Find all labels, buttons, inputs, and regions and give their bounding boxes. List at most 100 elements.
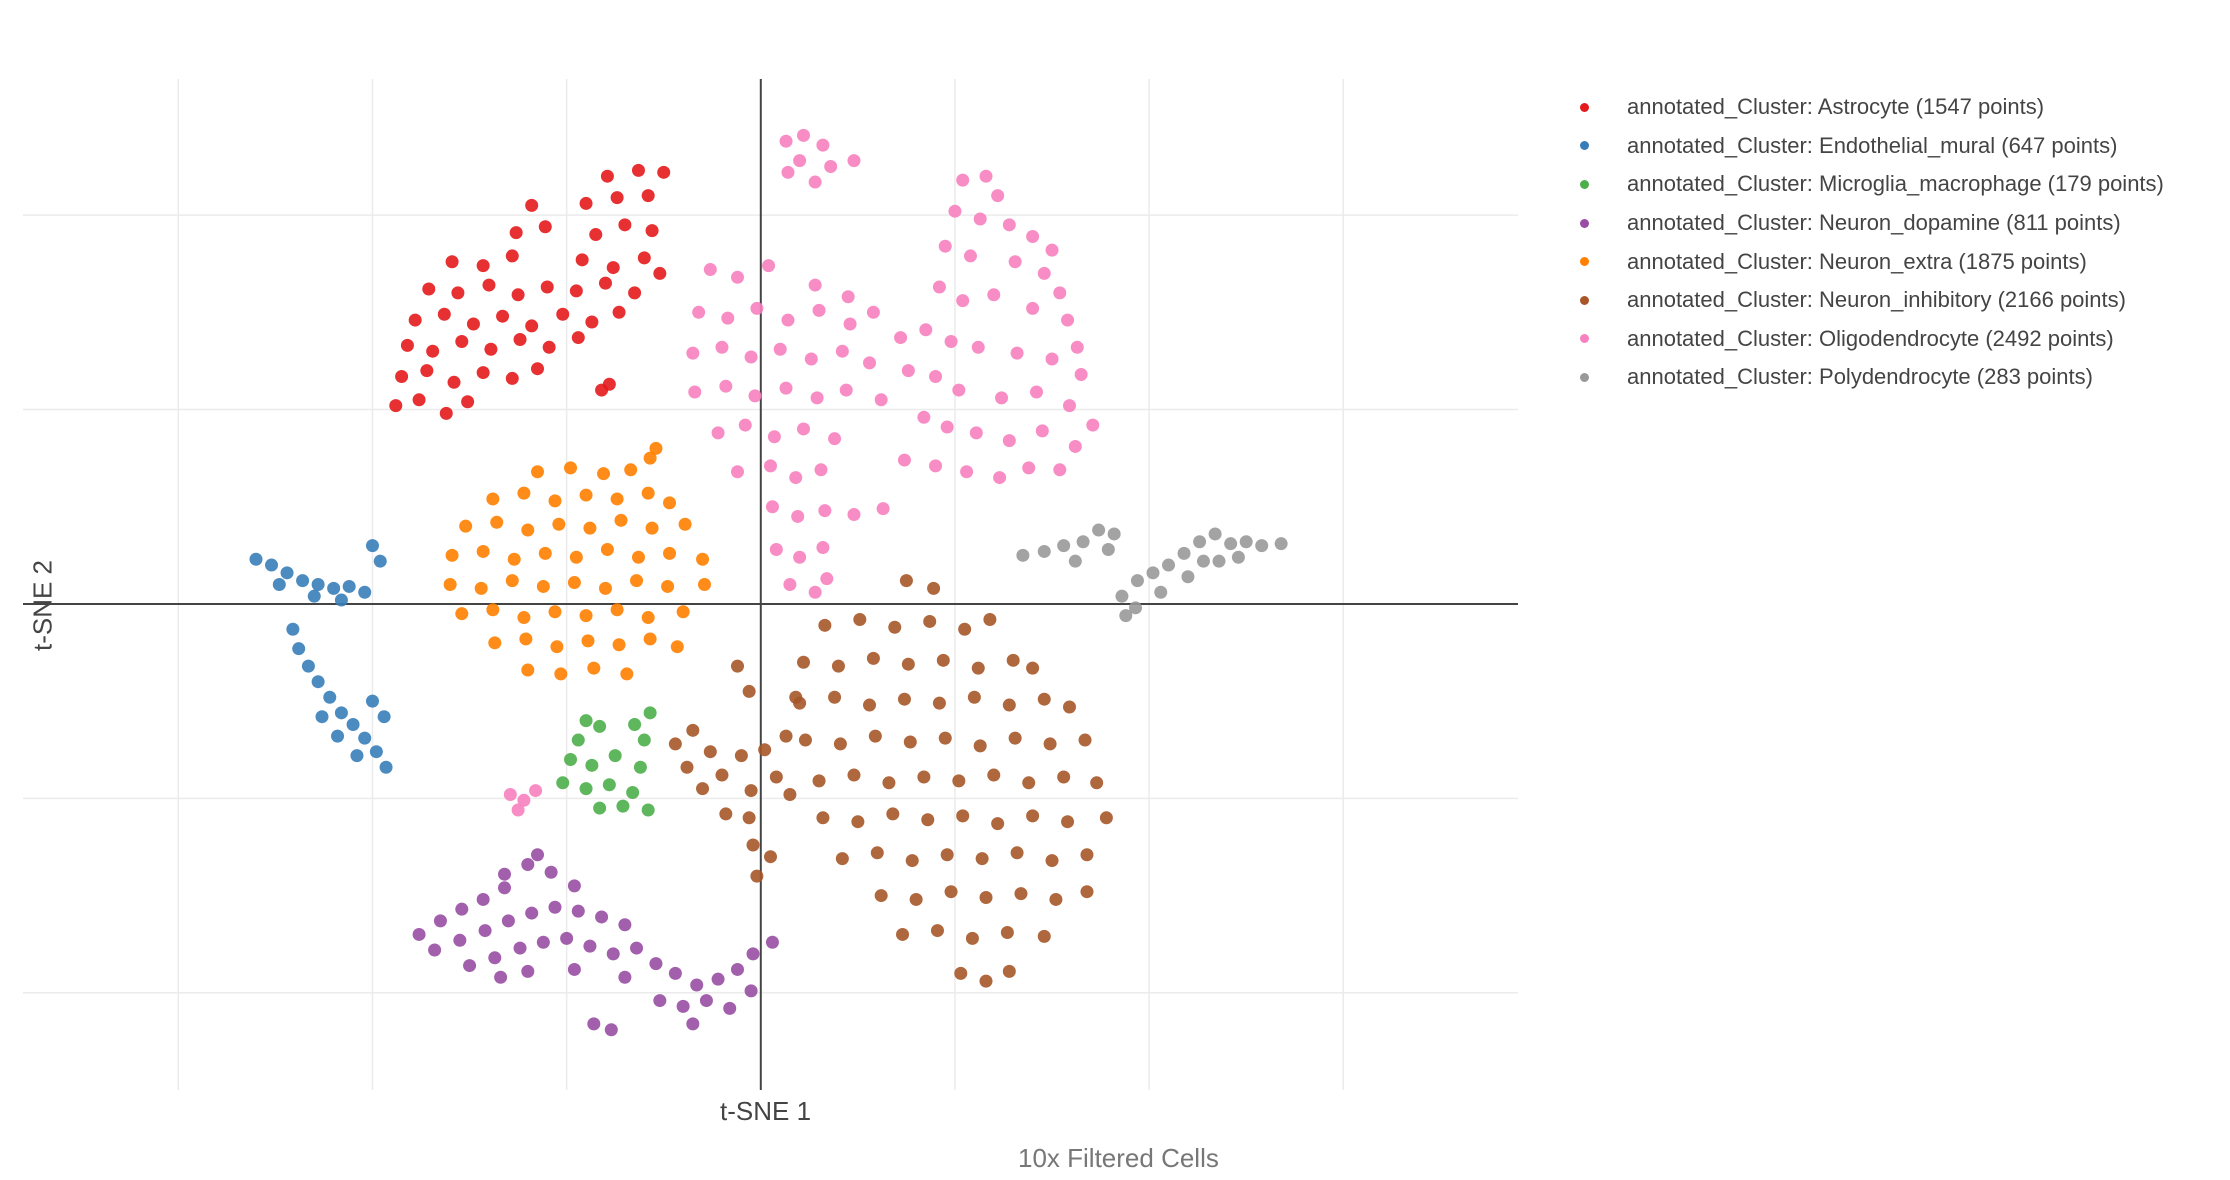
data-point: [680, 760, 694, 774]
data-point: [744, 784, 758, 798]
data-point: [583, 521, 597, 535]
data-point: [567, 879, 581, 893]
legend-label: annotated_Cluster: Polydendrocyte (283 p…: [1627, 364, 2093, 390]
data-point: [643, 632, 657, 646]
data-point: [379, 760, 393, 774]
data-point: [668, 737, 682, 751]
data-point: [886, 807, 900, 821]
data-point: [583, 939, 597, 953]
legend-item[interactable]: annotated_Cluster: Neuron_extra (1875 po…: [1570, 242, 2164, 281]
data-point: [1045, 243, 1059, 257]
data-point: [715, 340, 729, 354]
data-point: [686, 346, 700, 360]
data-point: [863, 698, 877, 712]
legend-item[interactable]: annotated_Cluster: Astrocyte (1547 point…: [1570, 88, 2164, 127]
data-point: [461, 395, 475, 409]
data-point: [1014, 887, 1028, 901]
data-point: [486, 603, 500, 617]
data-point: [692, 305, 706, 319]
data-point: [1026, 301, 1040, 315]
data-point: [987, 768, 1001, 782]
data-point: [1002, 434, 1016, 448]
data-point: [1008, 255, 1022, 269]
data-point: [690, 978, 704, 992]
data-point: [944, 885, 958, 899]
data-point: [979, 169, 993, 183]
data-point: [606, 261, 620, 275]
data-point: [490, 515, 504, 529]
legend-item[interactable]: annotated_Cluster: Neuron_dopamine (811 …: [1570, 204, 2164, 243]
data-point: [443, 578, 457, 591]
data-point: [750, 869, 764, 883]
data-point: [927, 581, 941, 595]
data-point: [540, 280, 554, 294]
data-point: [676, 605, 690, 619]
data-point: [769, 770, 783, 784]
data-point: [614, 513, 628, 527]
data-point: [531, 362, 545, 376]
data-point: [550, 640, 564, 654]
data-point: [327, 581, 341, 595]
data-point: [579, 196, 593, 210]
data-point: [1002, 218, 1016, 232]
data-point: [719, 379, 733, 393]
data-point: [505, 249, 519, 263]
data-point: [995, 391, 1009, 405]
data-point: [445, 255, 459, 269]
data-point: [1239, 535, 1253, 549]
data-point: [897, 692, 911, 706]
legend-item[interactable]: annotated_Cluster: Endothelial_mural (64…: [1570, 127, 2164, 166]
data-point: [789, 471, 803, 485]
data-point: [400, 338, 414, 352]
data-point: [874, 393, 888, 407]
legend-item[interactable]: annotated_Cluster: Oligodendrocyte (2492…: [1570, 320, 2164, 359]
data-point: [956, 173, 970, 187]
data-point: [428, 943, 442, 957]
data-point: [350, 749, 364, 763]
data-point: [940, 420, 954, 434]
data-point: [412, 393, 426, 407]
data-point: [1231, 550, 1245, 564]
data-point: [1000, 926, 1014, 940]
data-point: [765, 935, 779, 949]
data-point: [1146, 566, 1160, 580]
data-point: [851, 815, 865, 829]
legend-item[interactable]: annotated_Cluster: Microglia_macrophage …: [1570, 165, 2164, 204]
data-point: [569, 284, 583, 298]
data-point: [585, 758, 599, 772]
data-point: [494, 970, 508, 984]
data-point: [1154, 585, 1168, 599]
data-point: [866, 651, 880, 665]
data-point: [496, 309, 510, 323]
data-point: [1006, 653, 1020, 667]
data-point: [839, 383, 853, 397]
data-point: [769, 543, 783, 557]
data-point: [548, 605, 562, 619]
legend-marker: [1580, 372, 1589, 382]
data-point: [455, 902, 469, 916]
data-point: [1070, 340, 1084, 354]
data-point: [620, 667, 634, 681]
legend-item[interactable]: annotated_Cluster: Neuron_inhibitory (21…: [1570, 281, 2164, 320]
legend-item[interactable]: annotated_Cluster: Polydendrocyte (283 p…: [1570, 358, 2164, 397]
data-point: [948, 204, 962, 218]
data-point: [1043, 737, 1057, 751]
data-point: [606, 947, 620, 961]
data-point: [688, 385, 702, 399]
data-point: [797, 128, 811, 142]
data-point: [868, 729, 882, 743]
data-point: [818, 618, 832, 632]
data-point: [791, 509, 805, 523]
data-point: [447, 375, 461, 389]
data-point: [581, 634, 595, 648]
data-point: [686, 1017, 700, 1031]
data-point: [1053, 463, 1067, 477]
data-point: [899, 574, 913, 588]
data-point: [789, 690, 803, 704]
data-point: [556, 307, 570, 321]
data-point: [653, 266, 667, 280]
data-point: [697, 578, 711, 591]
data-point: [389, 399, 403, 413]
data-point: [542, 340, 556, 354]
